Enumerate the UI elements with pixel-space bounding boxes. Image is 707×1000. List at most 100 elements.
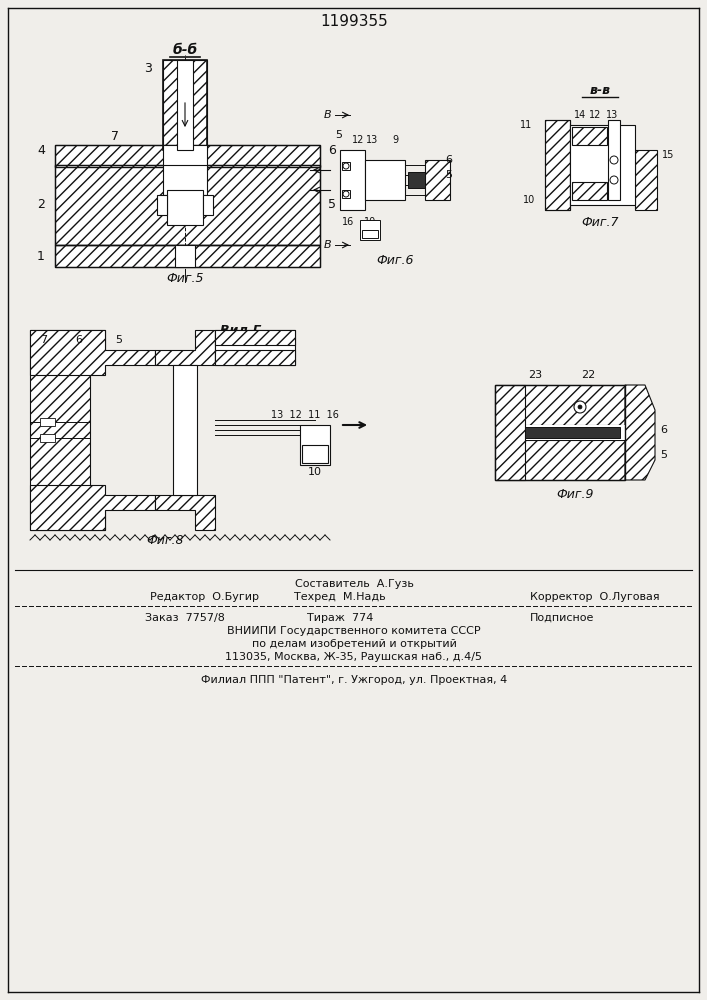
Text: 10: 10 bbox=[364, 217, 376, 227]
Text: Заказ  7757/8: Заказ 7757/8 bbox=[145, 613, 225, 623]
Bar bbox=[495, 385, 525, 480]
Text: 5: 5 bbox=[115, 335, 122, 345]
Bar bbox=[203, 195, 213, 215]
Text: 6: 6 bbox=[660, 425, 667, 435]
Bar bbox=[175, 245, 195, 267]
Text: по делам изобретений и открытий: по делам изобретений и открытий bbox=[252, 639, 457, 649]
Text: 6: 6 bbox=[445, 155, 452, 165]
Circle shape bbox=[343, 191, 349, 197]
Polygon shape bbox=[155, 330, 215, 365]
Bar bbox=[570, 125, 635, 205]
Text: 23: 23 bbox=[528, 370, 542, 380]
Bar bbox=[173, 365, 197, 495]
Text: 16: 16 bbox=[342, 217, 354, 227]
Text: 5: 5 bbox=[328, 198, 336, 212]
Bar bbox=[408, 172, 425, 188]
Text: 7: 7 bbox=[111, 130, 119, 143]
Bar bbox=[215, 330, 295, 365]
Text: Филиал ППП "Патент", г. Ужгород, ул. Проектная, 4: Филиал ППП "Патент", г. Ужгород, ул. Про… bbox=[201, 675, 507, 685]
Text: 10: 10 bbox=[308, 467, 322, 477]
Text: Фиг.5: Фиг.5 bbox=[166, 271, 204, 284]
Bar bbox=[163, 145, 207, 167]
Polygon shape bbox=[155, 495, 215, 530]
Bar bbox=[55, 145, 320, 167]
Text: 13  12  11  16: 13 12 11 16 bbox=[271, 410, 339, 420]
Text: 22: 22 bbox=[581, 370, 595, 380]
Text: Фиг.6: Фиг.6 bbox=[376, 253, 414, 266]
Text: 9: 9 bbox=[392, 135, 398, 145]
Text: 10: 10 bbox=[522, 195, 535, 205]
Text: в-в: в-в bbox=[590, 84, 611, 97]
Bar bbox=[572, 182, 607, 200]
Text: Техред  М.Надь: Техред М.Надь bbox=[294, 592, 386, 602]
Text: 5: 5 bbox=[445, 170, 452, 180]
Text: Тираж  774: Тираж 774 bbox=[307, 613, 373, 623]
Bar bbox=[635, 150, 657, 210]
Bar bbox=[157, 195, 167, 215]
Bar bbox=[40, 418, 55, 426]
Text: 12: 12 bbox=[589, 110, 601, 120]
Text: 13: 13 bbox=[606, 110, 618, 120]
Text: Редактор  О.Бугир: Редактор О.Бугир bbox=[150, 592, 259, 602]
Bar bbox=[215, 330, 295, 345]
Text: 7: 7 bbox=[40, 335, 47, 345]
Text: Фиг.9: Фиг.9 bbox=[556, 488, 594, 502]
Bar bbox=[342, 190, 350, 198]
Polygon shape bbox=[30, 330, 155, 375]
Polygon shape bbox=[625, 385, 655, 480]
Bar bbox=[608, 120, 620, 200]
Circle shape bbox=[574, 401, 586, 413]
Text: 113035, Москва, Ж-35, Раушская наб., д.4/5: 113035, Москва, Ж-35, Раушская наб., д.4… bbox=[226, 652, 482, 662]
Polygon shape bbox=[30, 485, 155, 530]
Text: 5: 5 bbox=[660, 450, 667, 460]
Text: 1: 1 bbox=[37, 249, 45, 262]
Bar bbox=[365, 160, 405, 200]
Polygon shape bbox=[30, 330, 105, 530]
Circle shape bbox=[343, 163, 349, 169]
Bar bbox=[342, 162, 350, 170]
Bar bbox=[545, 120, 570, 210]
Circle shape bbox=[578, 405, 582, 409]
Text: 14: 14 bbox=[574, 110, 586, 120]
Text: б-б: б-б bbox=[173, 43, 198, 57]
Text: ВНИИПИ Государственного комитета СССР: ВНИИПИ Государственного комитета СССР bbox=[227, 626, 481, 636]
Text: 9: 9 bbox=[271, 337, 279, 347]
Bar bbox=[495, 425, 625, 440]
Circle shape bbox=[610, 176, 618, 184]
Bar bbox=[55, 245, 320, 267]
Bar bbox=[425, 160, 450, 200]
Bar bbox=[55, 165, 320, 245]
Bar bbox=[163, 60, 207, 150]
Text: 15: 15 bbox=[662, 150, 674, 160]
Bar bbox=[55, 145, 320, 167]
Bar bbox=[163, 60, 207, 150]
Bar bbox=[302, 445, 328, 463]
Text: Фиг.8: Фиг.8 bbox=[146, 534, 184, 546]
Bar bbox=[177, 60, 193, 150]
Bar bbox=[167, 190, 203, 225]
Text: 4: 4 bbox=[37, 143, 45, 156]
Bar bbox=[340, 150, 365, 210]
Bar bbox=[362, 230, 378, 238]
Text: 11: 11 bbox=[520, 120, 532, 130]
Bar bbox=[495, 385, 625, 425]
Text: В: В bbox=[325, 240, 332, 250]
Bar bbox=[215, 350, 295, 365]
Bar bbox=[572, 127, 607, 145]
Bar bbox=[360, 220, 380, 240]
Bar bbox=[545, 120, 570, 210]
Text: 2: 2 bbox=[37, 198, 45, 212]
Text: Составитель  А.Гузь: Составитель А.Гузь bbox=[295, 579, 414, 589]
Text: 6: 6 bbox=[75, 335, 82, 345]
Bar bbox=[163, 165, 207, 195]
Text: 3: 3 bbox=[144, 62, 152, 75]
Text: 13: 13 bbox=[366, 135, 378, 145]
Bar bbox=[55, 165, 320, 245]
Text: 6: 6 bbox=[328, 143, 336, 156]
Text: 1199355: 1199355 bbox=[320, 14, 388, 29]
Circle shape bbox=[610, 156, 618, 164]
Text: Вид Г: Вид Г bbox=[220, 324, 260, 336]
Bar bbox=[495, 440, 625, 480]
Text: 5: 5 bbox=[335, 130, 342, 140]
Text: Фиг.7: Фиг.7 bbox=[581, 216, 619, 229]
